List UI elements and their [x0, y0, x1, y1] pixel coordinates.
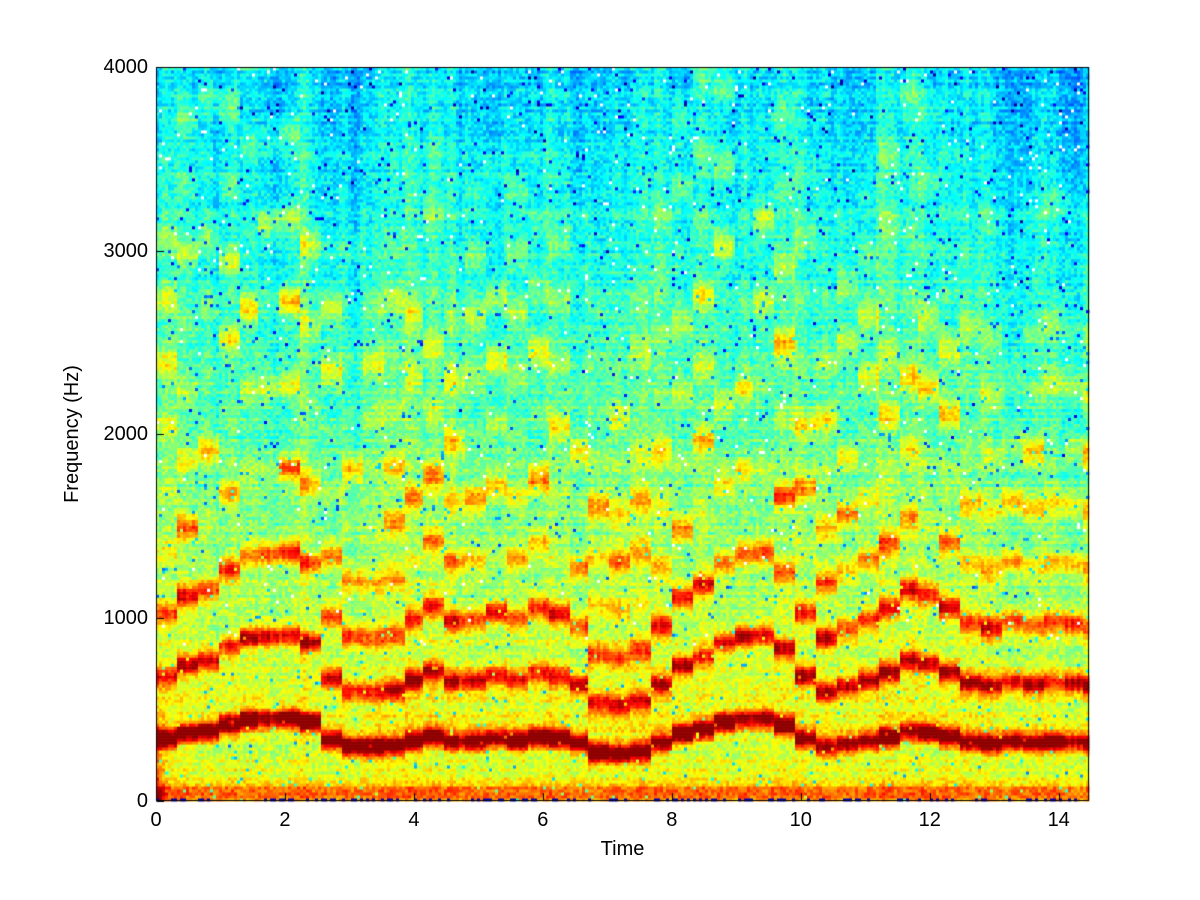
y-tick-label: 0	[136, 790, 148, 812]
x-tick-label: 0	[150, 809, 162, 831]
y-tick-label: 2000	[103, 423, 149, 445]
x-tick-label: 6	[537, 809, 549, 831]
y-tick-label: 1000	[103, 606, 149, 629]
y-tick-label: 4000	[103, 56, 149, 78]
x-tick-label: 14	[1047, 809, 1070, 831]
x-axis-label: Time	[600, 838, 645, 860]
x-tick-label: 8	[666, 809, 678, 831]
x-tick-label: 12	[918, 809, 941, 831]
x-tick-label: 4	[408, 809, 420, 831]
y-axis-label: Frequency (Hz)	[61, 365, 83, 503]
x-tick-label: 2	[279, 809, 291, 831]
y-tick-label: 3000	[103, 239, 149, 262]
x-tick-label: 10	[789, 809, 812, 831]
